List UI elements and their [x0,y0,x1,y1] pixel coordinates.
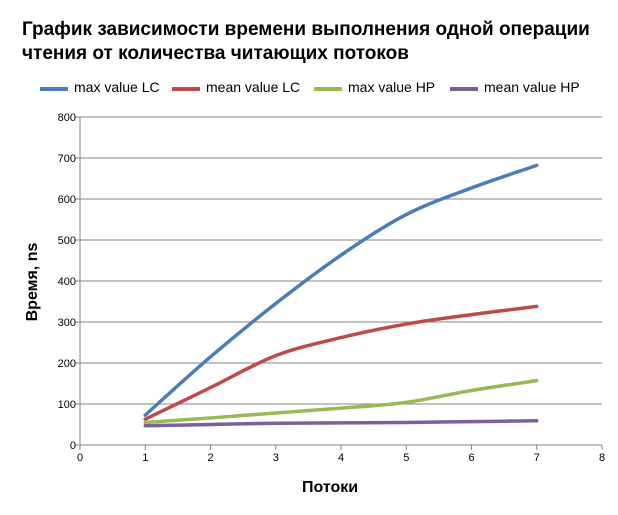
series-lines [143,163,539,428]
x-tick-label: 0 [77,452,83,464]
legend-swatch [172,87,200,91]
series-line-max-value-hp [143,378,539,425]
legend: max value LC mean value LC max value HP … [0,78,618,98]
series-line-mean-value-lc [143,304,539,421]
x-tick-label: 7 [534,452,540,464]
y-tick-labels: 0 100 200 300 400 500 600 700 800 [58,112,76,452]
chart-title: График зависимости времени выполнения од… [22,19,590,64]
x-axis-title: Потоки [302,479,358,496]
series-line-max-value-lc [143,163,539,417]
y-tick-label: 100 [58,399,76,411]
x-tick-label: 6 [468,452,474,464]
x-tick-labels: 0 1 2 3 4 5 6 7 8 [77,452,605,464]
x-tick-label: 4 [338,452,344,464]
x-tick-label: 2 [207,452,213,464]
y-tick-label: 700 [58,153,76,165]
y-tick-label: 0 [70,440,76,452]
x-tick-label: 1 [142,452,148,464]
y-tick-label: 400 [58,276,76,288]
legend-swatch [314,87,342,91]
y-tick-label: 800 [58,112,76,124]
gridlines [80,116,602,405]
legend-label: mean value LC [206,79,301,95]
x-tick-label: 8 [599,452,605,464]
x-tick-label: 5 [403,452,409,464]
axes [75,116,603,450]
y-tick-label: 500 [58,235,76,247]
y-tick-label: 600 [58,194,76,206]
series-line-mean-value-hp [143,419,539,428]
legend-label: max value LC [74,79,160,95]
y-tick-label: 300 [58,317,76,329]
legend-label: mean value HP [484,79,580,95]
x-tick-label: 3 [273,452,279,464]
legend-label: max value HP [348,79,436,95]
legend-swatch [40,87,68,91]
y-axis-title: Время, ns [24,243,41,322]
legend-swatch [450,87,478,91]
y-tick-label: 200 [58,358,76,370]
